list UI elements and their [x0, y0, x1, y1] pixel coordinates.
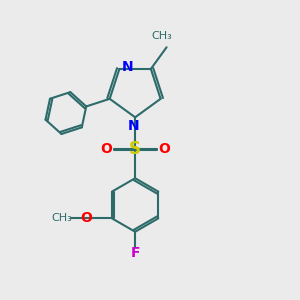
Text: N: N: [122, 60, 134, 74]
Text: F: F: [130, 246, 140, 260]
Text: CH₃: CH₃: [152, 31, 172, 41]
Text: O: O: [80, 211, 92, 225]
Text: CH₃: CH₃: [51, 213, 72, 224]
Text: O: O: [100, 142, 112, 155]
Text: O: O: [158, 142, 170, 155]
Text: N: N: [128, 118, 140, 133]
Text: S: S: [129, 140, 141, 158]
